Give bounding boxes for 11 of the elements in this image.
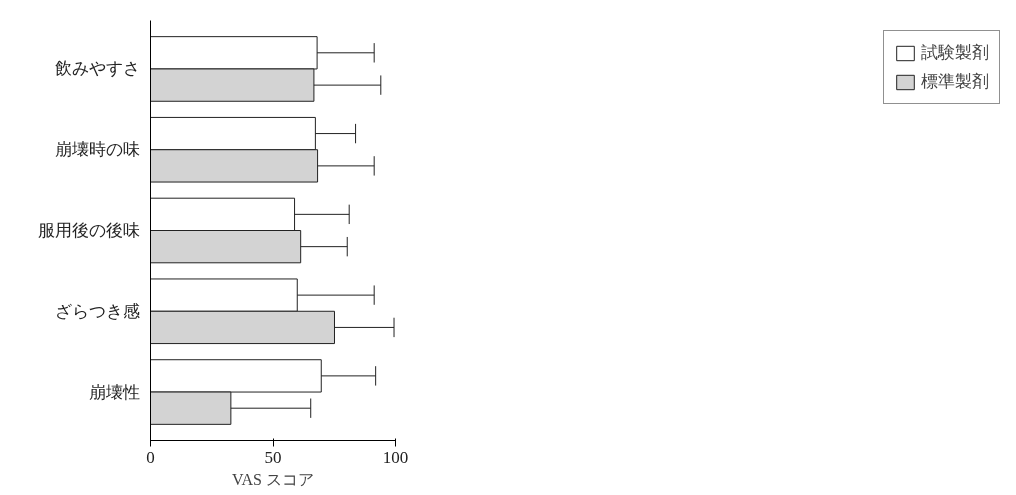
y-tick-label: ざらつき感 (54, 301, 140, 321)
y-tick-label: 崩壊時の味 (54, 140, 140, 160)
legend-label: 標準製剤 (921, 71, 989, 93)
x-tick-label: 50 (264, 447, 282, 467)
legend-label: 試験製剤 (921, 42, 989, 64)
y-tick-label: 飲みやすさ (54, 59, 140, 79)
x-axis-title: VAS スコア (232, 470, 314, 488)
y-tick-label: 服用後の後味 (37, 221, 140, 240)
y-tick-label: 崩壊性 (88, 382, 140, 402)
x-tick-label: 0 (146, 447, 155, 467)
x-tick-label: 100 (382, 447, 409, 467)
